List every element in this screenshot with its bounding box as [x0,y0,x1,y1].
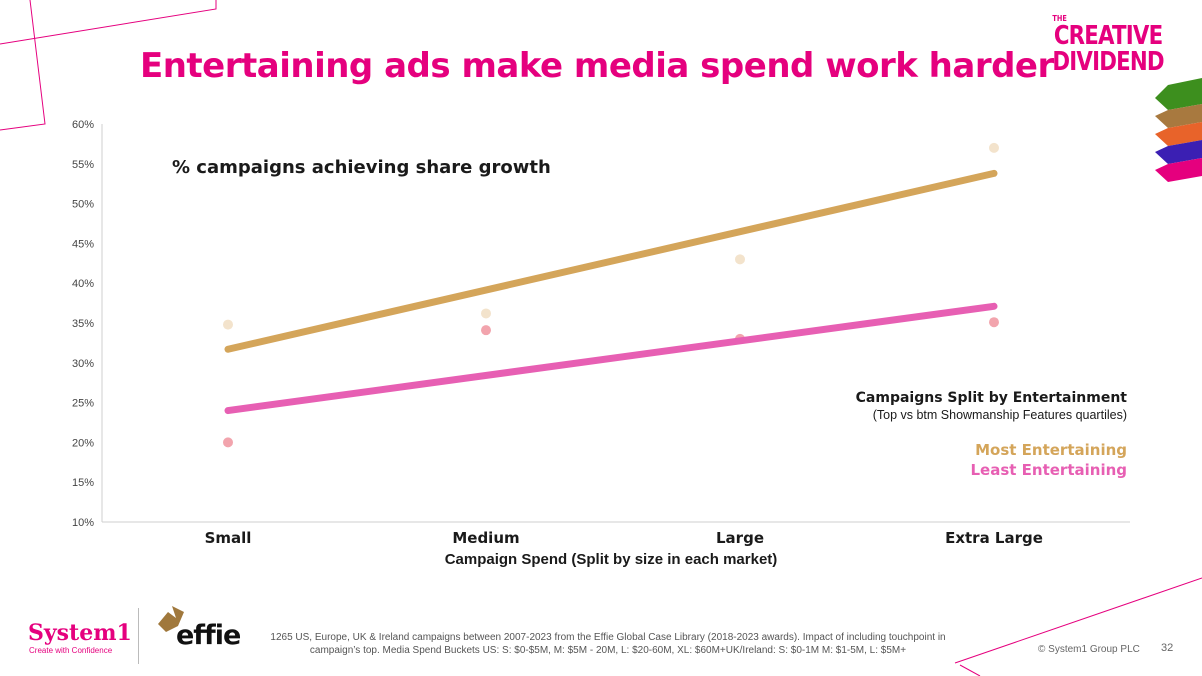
effie-logo: effie [176,620,241,651]
y-tick-label: 35% [72,318,94,330]
page-title: Entertaining ads make media spend work h… [140,46,1054,86]
legend-title: Campaigns Split by Entertainment [856,390,1128,406]
y-ticks: 10% 15% 20% 25% 30% 35% 40% 45% 50% 55% 60% [72,119,94,529]
y-tick-label: 15% [72,477,94,489]
page-number: 32 [1161,642,1174,654]
y-tick-label: 55% [72,159,94,171]
data-point-most-entertaining [989,142,999,153]
y-tick-label: 30% [72,358,94,370]
stacked-blocks-graphic [1155,78,1202,182]
footer-divider [138,608,139,664]
copyright: © System1 Group PLC [1038,644,1140,655]
legend-subtitle: (Top vs btm Showmanship Features quartil… [873,408,1127,422]
x-tick-label: Extra Large [945,529,1043,547]
y-tick-label: 20% [72,437,94,449]
trend-line-least-entertaining [224,302,998,415]
data-point-most-entertaining [481,308,491,319]
x-tick-label: Small [205,529,252,547]
decor-frame-top-left [0,0,217,45]
x-ticks: Small Medium Large Extra Large [205,529,1043,547]
footnote: 1265 US, Europe, UK & Ireland campaigns … [270,632,946,656]
x-tick-label: Medium [452,529,519,547]
y-tick-label: 45% [72,238,94,250]
legend-entry-least-entertaining: Least Entertaining [970,461,1127,479]
decor-frame-bottom-right [954,577,1202,664]
creative-dividend-logo: THE CREATIVE DIVIDEND [1052,14,1165,77]
y-tick-label: 40% [72,278,94,290]
data-point-least-entertaining [989,317,999,328]
system1-tagline: Create with Confidence [29,646,113,655]
brand-line-3: DIVIDEND [1052,47,1165,77]
series [223,142,999,448]
effie-figure-icon [158,606,184,632]
data-point-least-entertaining [223,437,233,448]
chart-title: % campaigns achieving share growth [172,157,551,178]
y-tick-label: 10% [72,517,94,529]
data-point-least-entertaining [481,325,491,336]
y-tick-label: 25% [72,398,94,410]
legend: Campaigns Split by Entertainment (Top vs… [856,390,1128,479]
brand-line-2: CREATIVE [1054,21,1163,51]
x-axis-label: Campaign Spend (Split by size in each ma… [445,551,778,568]
system1-logo: System1 [28,620,132,646]
trend-line-most-entertaining [224,169,998,353]
y-tick-label: 60% [72,119,94,131]
legend-entry-most-entertaining: Most Entertaining [975,441,1127,459]
decor-frame-bottom-right-2 [959,664,981,676]
y-tick-label: 50% [72,199,94,211]
x-tick-label: Large [716,529,764,547]
brand-line-1: THE [1052,14,1068,23]
data-point-most-entertaining [223,319,233,330]
data-point-most-entertaining [735,254,745,265]
decor-frame-left [0,0,46,131]
